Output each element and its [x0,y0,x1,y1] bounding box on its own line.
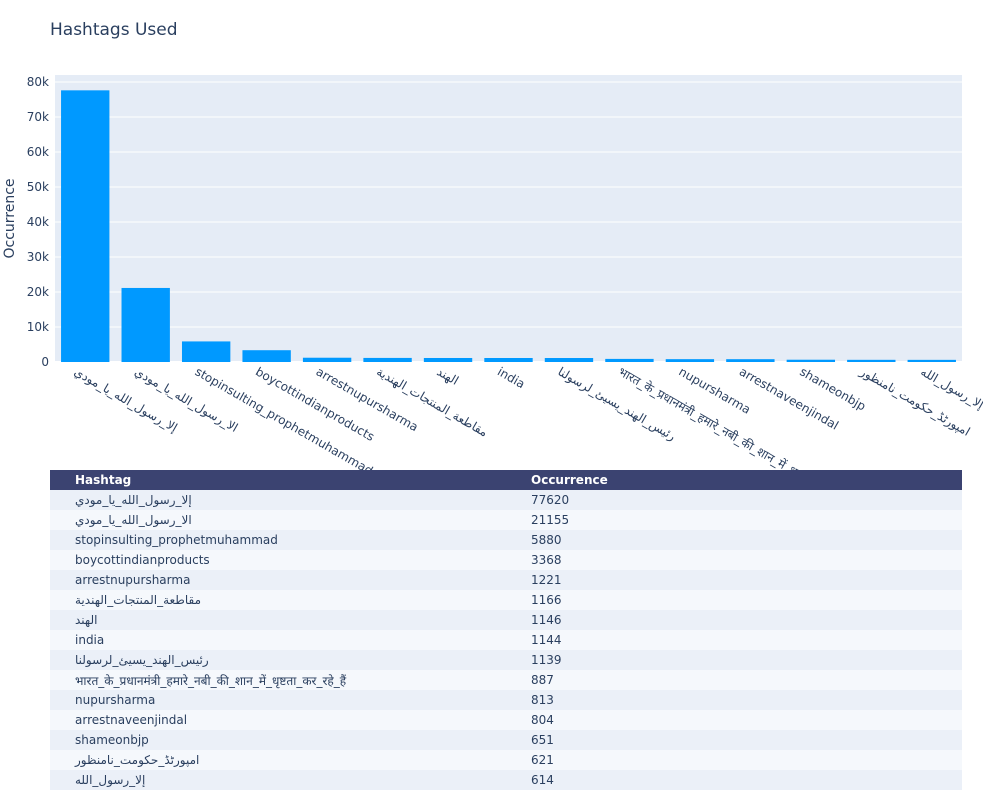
table-row: إلا_رسول_الله_يا_مودي 77620 [50,490,962,510]
bar[interactable] [544,358,594,362]
table-row: shameonbjp 651 [50,730,962,750]
table-cell-occurrence: 77620 [506,490,962,510]
table-header-row: Hashtag Occurrence [50,470,962,490]
table-cell-occurrence: 1146 [506,610,962,630]
data-table: Hashtag Occurrence إلا_رسول_الله_يا_مودي… [50,470,962,790]
table-cell-hashtag: shameonbjp [50,730,506,750]
x-tick-label: الا_رسول_الله_يا_مودي [132,364,241,435]
bar[interactable] [363,357,412,362]
chart-title: Hashtags Used [50,20,178,40]
plot-area [55,75,962,362]
table-cell-occurrence: 813 [506,690,962,710]
table-cell-occurrence: 651 [506,730,962,750]
x-tick-label: الهند [435,364,461,387]
y-tick-label: 40k [27,215,49,229]
table-cell-occurrence: 1144 [506,630,962,650]
table-cell-occurrence: 887 [506,670,962,690]
table-cell-occurrence: 21155 [506,510,962,530]
table-cell-occurrence: 5880 [506,530,962,550]
table-cell-occurrence: 1139 [506,650,962,670]
table-cell-hashtag: arrestnupursharma [50,570,506,590]
table-row: الا_رسول_الله_يا_مودي 21155 [50,510,962,530]
table-cell-occurrence: 1166 [506,590,962,610]
table-cell-hashtag: boycottindianproducts [50,550,506,570]
x-tick-label: arrestnupursharma [314,364,421,434]
table-cell-hashtag: india [50,630,506,650]
bar[interactable] [302,357,352,362]
table-body: إلا_رسول_الله_يا_مودي 77620 الا_رسول_الله_… [50,490,962,790]
table-cell-hashtag: رئيس_الهند_يسيئ_لرسولنا [50,650,506,670]
table-row: مقاطعة_المنتجات_الهندية 1166 [50,590,962,610]
table-row: stopinsulting_prophetmuhammad 5880 [50,530,962,550]
x-tick-label: إلا_رسول_الله_يا_مودي [71,364,180,435]
table-row: امپورٹڈ_حکومت_نامنظور 621 [50,750,962,770]
table-header-hashtag: Hashtag [50,470,506,490]
bar-chart: 0 10k 20k 30k 40k 50k 60k 70k 80k إلا_رسول_الله_… [2,75,983,470]
y-tick-label: 20k [27,285,49,299]
table-row: الهند 1146 [50,610,962,630]
bar[interactable] [121,287,170,362]
table-cell-hashtag: nupursharma [50,690,506,710]
table-row: nupursharma 813 [50,690,962,710]
bar[interactable] [61,90,110,362]
table-cell-occurrence: 1221 [506,570,962,590]
table-cell-occurrence: 3368 [506,550,962,570]
bar[interactable] [726,359,775,362]
table-row: भारत_के_प्रधानमंत्री_हमारे_नबी_की_शान_मे… [50,670,962,690]
y-tick-label: 80k [27,75,49,89]
table-row: arrestnupursharma 1221 [50,570,962,590]
table-cell-hashtag: امپورٹڈ_حکومت_نامنظور [50,750,506,770]
bar[interactable] [665,359,715,362]
table-cell-occurrence: 804 [506,710,962,730]
table-cell-hashtag: الا_رسول_الله_يا_مودي [50,510,506,530]
table-cell-hashtag: إلا_رسول_الله_يا_مودي [50,490,506,510]
y-tick-label: 10k [27,320,49,334]
x-tick-label: مقاطعة_المنتجات_الهندية [374,364,490,439]
y-tick-label: 70k [27,110,49,124]
x-tick-label: arrestnaveenjindal [737,364,841,432]
bar[interactable] [786,359,836,362]
y-tick-label: 60k [27,145,49,159]
table-cell-occurrence: 614 [506,770,962,790]
x-tick-label: india [495,364,527,391]
table-cell-hashtag: arrestnaveenjindal [50,710,506,730]
y-axis-title: Occurrence [2,178,18,258]
bars [61,90,956,362]
table-row: رئيس_الهند_يسيئ_لرسولنا 1139 [50,650,962,670]
y-tick-label: 0 [41,355,49,369]
bar[interactable] [242,350,291,362]
y-tick-label: 50k [27,180,49,194]
bar[interactable] [847,359,896,362]
bar[interactable] [484,357,533,362]
bar[interactable] [423,357,473,362]
bar[interactable] [605,358,654,362]
table-cell-hashtag: stopinsulting_prophetmuhammad [50,530,506,550]
table-cell-hashtag: الهند [50,610,506,630]
table-row: india 1144 [50,630,962,650]
table-cell-hashtag: भारत_के_प्रधानमंत्री_हमारे_नबी_की_शान_मे… [50,670,506,690]
x-tick-label: امپورٹڈ_حکومت_نامنظور [856,364,972,440]
table-cell-occurrence: 621 [506,750,962,770]
table-header-occurrence: Occurrence [506,470,962,490]
table-row: arrestnaveenjindal 804 [50,710,962,730]
y-axis-ticks: 0 10k 20k 30k 40k 50k 60k 70k 80k [27,75,49,369]
bar[interactable] [181,341,231,362]
y-tick-label: 30k [27,250,49,264]
table-row: إلا_رسول_الله 614 [50,770,962,790]
table-cell-hashtag: مقاطعة_المنتجات_الهندية [50,590,506,610]
bar[interactable] [907,359,956,362]
table-cell-hashtag: إلا_رسول_الله [50,770,506,790]
table-row: boycottindianproducts 3368 [50,550,962,570]
x-axis-ticks: إلا_رسول_الله_يا_موديالا_رسول_الله_يا_مو… [71,364,983,470]
